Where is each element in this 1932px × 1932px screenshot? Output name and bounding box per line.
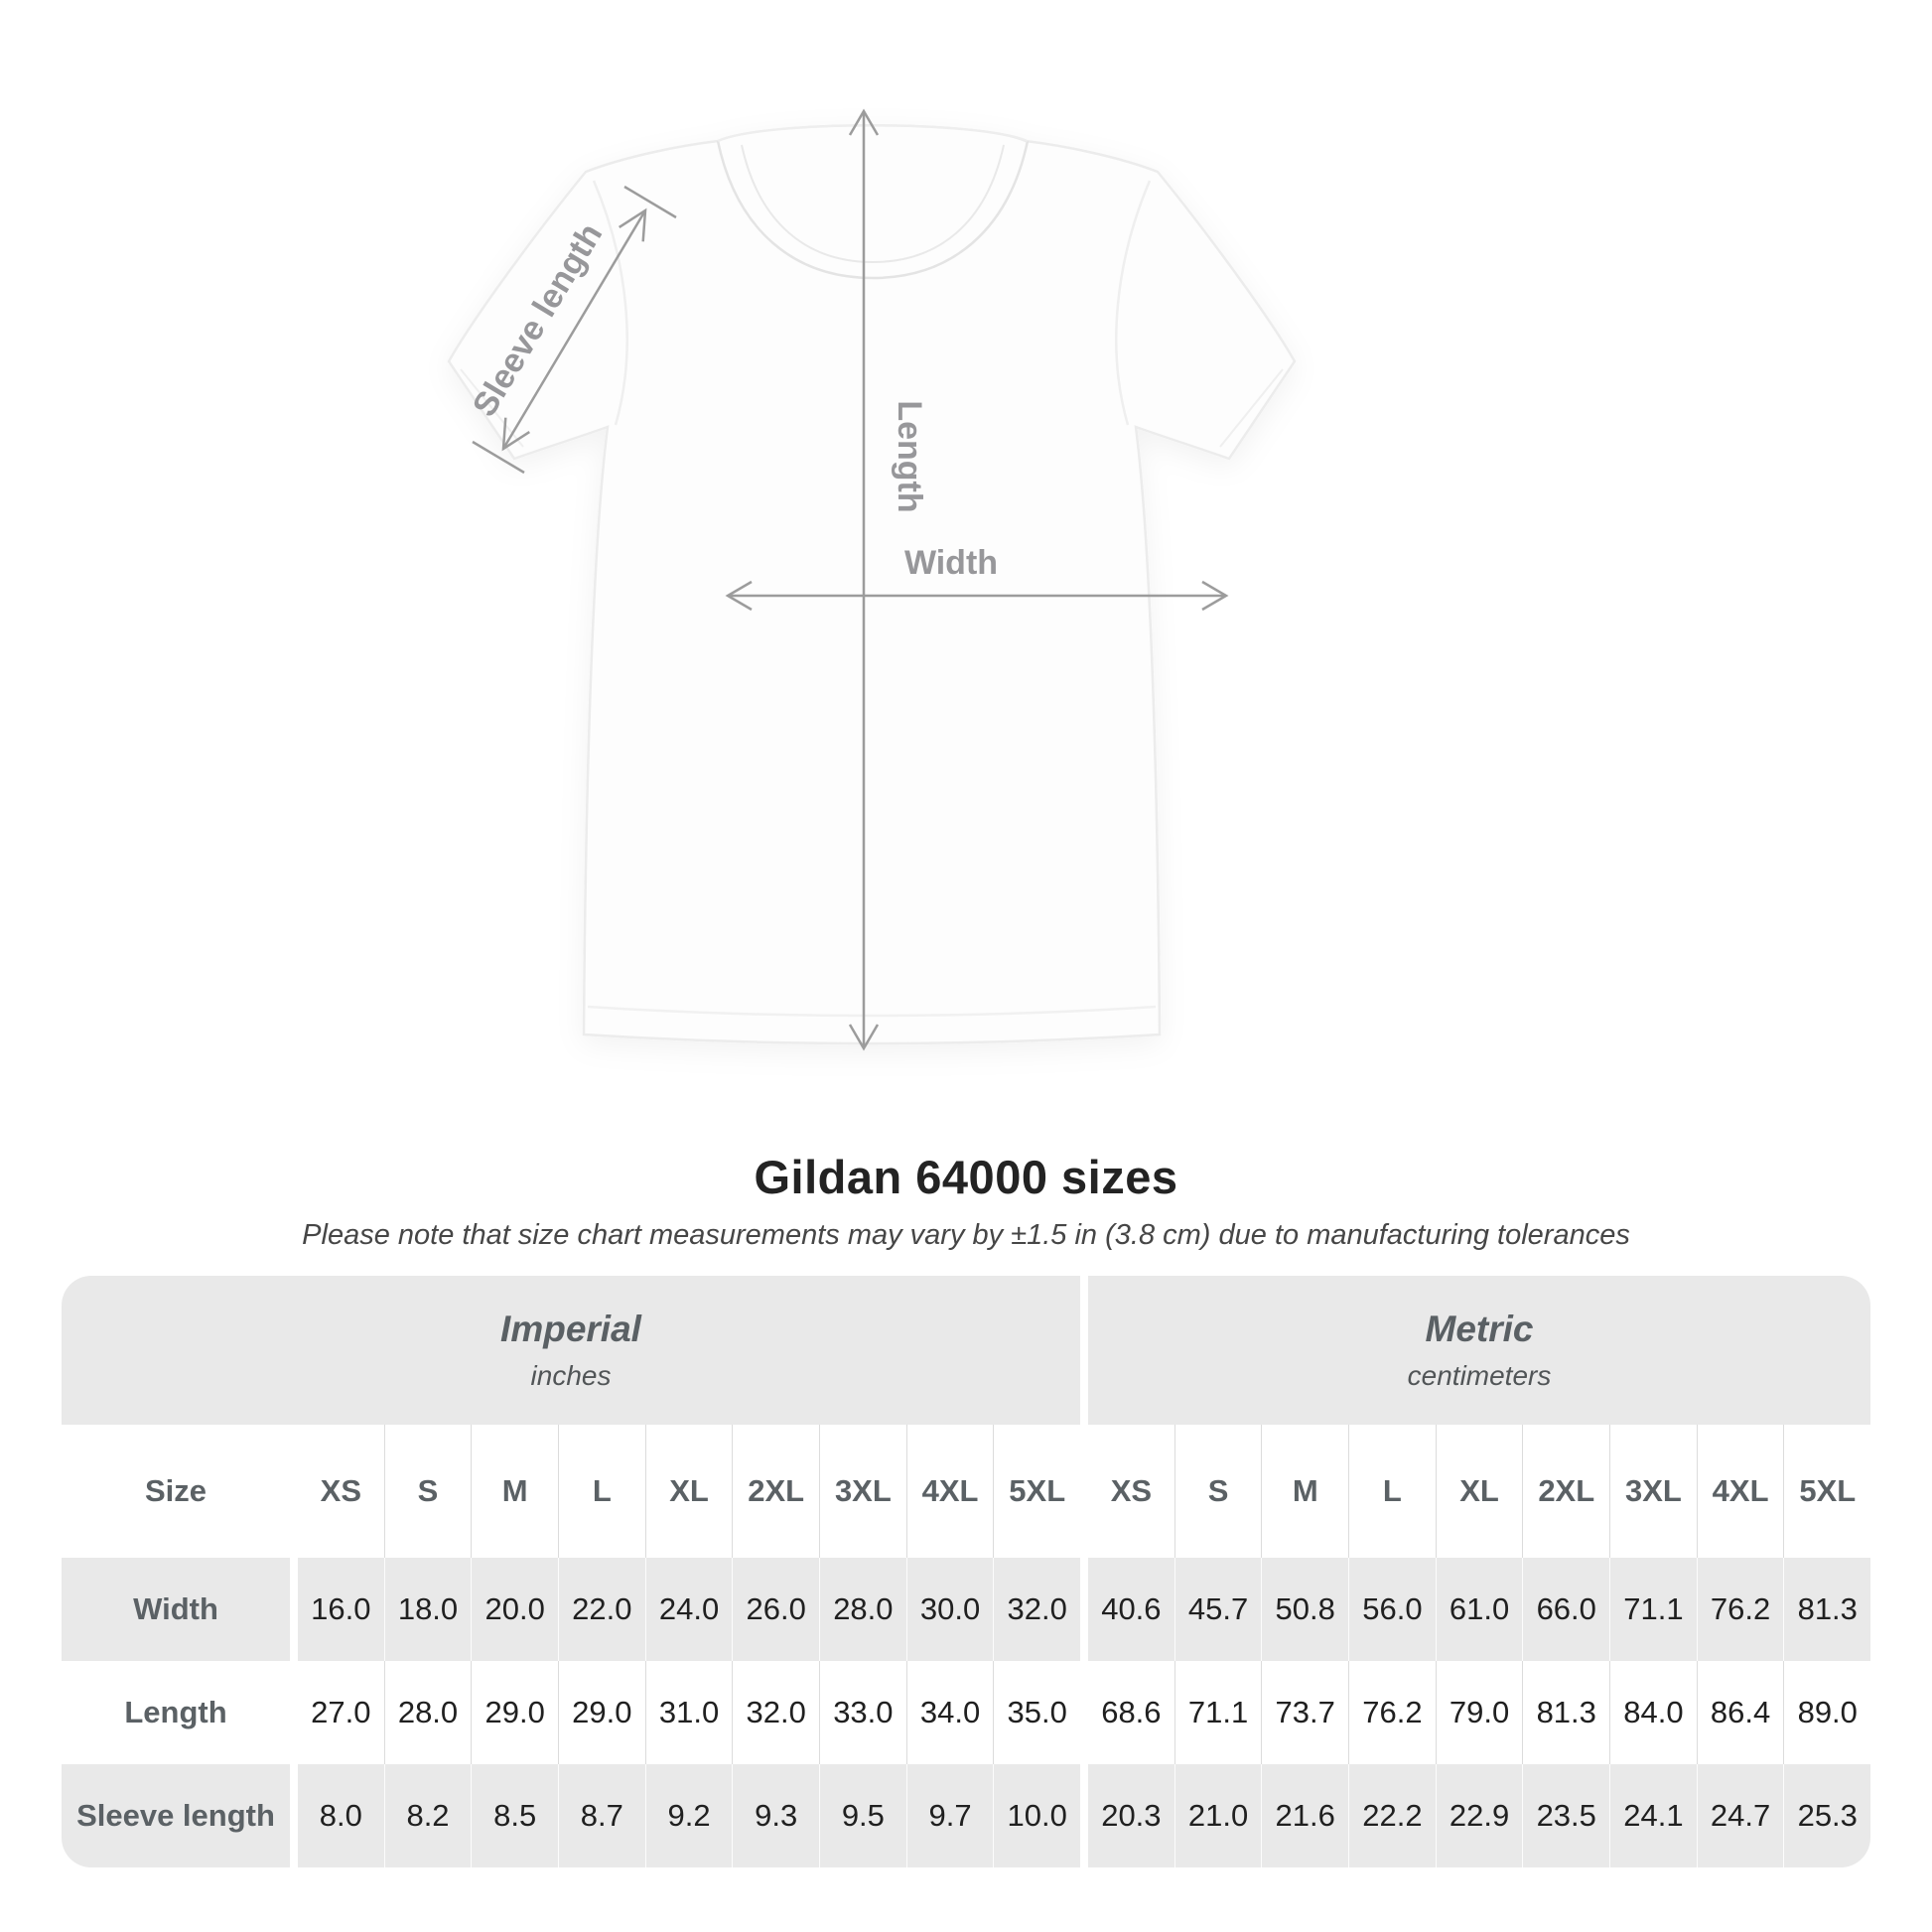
metric-label: Metric xyxy=(1425,1309,1534,1349)
tolerance-note: Please note that size chart measurements… xyxy=(302,1219,1630,1251)
size-header-imperial: M xyxy=(471,1425,558,1558)
size-header-metric: XL xyxy=(1435,1425,1523,1558)
size-header-imperial: L xyxy=(558,1425,645,1558)
size-header-imperial: XS xyxy=(320,1473,362,1508)
sleeve-length-dimension-arrow xyxy=(472,185,677,475)
metric-group-header: Metric centimeters xyxy=(1088,1276,1870,1425)
size-header-metric: 5XL xyxy=(1783,1425,1870,1558)
tshirt-diagram: Sleeve length Length Width xyxy=(447,108,1297,1051)
row-label: Sleeve length xyxy=(76,1798,275,1833)
metric-unit-label: centimeters xyxy=(1407,1360,1552,1391)
table-row-width: Width 16.0 18.0 20.0 22.0 24.0 26.0 28.0… xyxy=(62,1558,1870,1661)
size-header-imperial: S xyxy=(383,1425,472,1558)
size-header-row: Size XS S M L XL 2XL 3XL 4XL 5XL XS S M … xyxy=(62,1425,1870,1558)
imperial-unit-label: inches xyxy=(530,1360,612,1391)
imperial-group-header: Imperial inches xyxy=(62,1276,1080,1425)
row-label: Length xyxy=(124,1695,227,1729)
length-label: Length xyxy=(891,400,928,512)
size-header-metric: XS xyxy=(1110,1473,1153,1508)
size-table: Imperial inches Metric centimeters Size … xyxy=(62,1276,1870,1867)
table-row-sleeve-length: Sleeve length 8.0 8.2 8.5 8.7 9.2 9.3 9.… xyxy=(62,1764,1870,1867)
size-header-metric: L xyxy=(1348,1425,1436,1558)
unit-group-header-row: Imperial inches Metric centimeters xyxy=(62,1276,1870,1425)
size-header-imperial: 4XL xyxy=(905,1425,994,1558)
imperial-label: Imperial xyxy=(500,1309,641,1349)
size-header-imperial: 3XL xyxy=(819,1425,906,1558)
size-header-imperial: 2XL xyxy=(732,1425,819,1558)
table-row-length: Length 27.0 28.0 29.0 29.0 31.0 32.0 33.… xyxy=(62,1661,1870,1764)
size-corner-label: Size xyxy=(144,1473,207,1508)
width-dimension-arrow xyxy=(725,580,1229,612)
size-header-metric: 4XL xyxy=(1696,1425,1784,1558)
size-header-imperial: XL xyxy=(644,1425,733,1558)
width-label: Width xyxy=(904,544,998,582)
tshirt-body xyxy=(447,124,1297,1045)
size-header-metric: S xyxy=(1173,1425,1262,1558)
size-header-imperial: 5XL xyxy=(993,1425,1080,1558)
size-header-metric: 3XL xyxy=(1609,1425,1697,1558)
size-header-metric: 2XL xyxy=(1522,1425,1609,1558)
page-title: Gildan 64000 sizes xyxy=(754,1151,1178,1203)
length-dimension-arrow xyxy=(848,108,880,1051)
row-label: Width xyxy=(133,1591,218,1626)
size-header-metric: M xyxy=(1261,1425,1348,1558)
group-divider xyxy=(1080,1276,1088,1425)
